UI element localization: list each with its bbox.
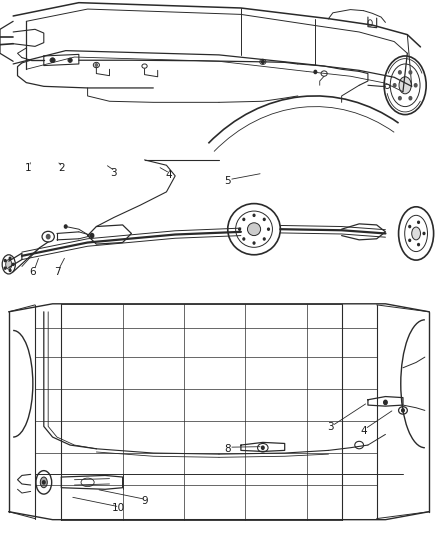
Circle shape [268, 228, 269, 230]
Text: 3: 3 [110, 168, 117, 177]
Circle shape [64, 225, 67, 228]
Circle shape [409, 225, 410, 228]
Circle shape [423, 232, 425, 235]
Circle shape [418, 221, 420, 223]
Circle shape [409, 239, 410, 241]
Circle shape [409, 71, 412, 74]
Circle shape [418, 244, 420, 246]
Circle shape [253, 242, 255, 244]
Circle shape [51, 58, 54, 62]
Text: 6: 6 [29, 267, 36, 277]
Text: 5: 5 [224, 176, 231, 186]
Text: 4: 4 [165, 170, 172, 180]
Circle shape [253, 214, 255, 216]
Circle shape [261, 60, 264, 63]
Text: 9: 9 [141, 496, 148, 506]
Text: 1: 1 [25, 164, 32, 173]
Text: 7: 7 [53, 267, 60, 277]
Circle shape [69, 59, 71, 62]
Circle shape [399, 71, 401, 74]
Ellipse shape [247, 223, 261, 236]
Circle shape [399, 96, 401, 100]
Circle shape [90, 233, 94, 238]
Circle shape [95, 64, 97, 66]
Circle shape [314, 70, 317, 74]
Circle shape [409, 96, 412, 100]
Text: 3: 3 [327, 423, 334, 432]
Circle shape [414, 84, 417, 87]
Circle shape [42, 481, 45, 484]
Circle shape [46, 235, 50, 239]
Text: 10: 10 [112, 504, 125, 513]
Circle shape [243, 219, 245, 221]
Circle shape [263, 219, 265, 221]
Circle shape [12, 263, 14, 265]
Circle shape [243, 238, 245, 240]
Ellipse shape [412, 227, 420, 240]
Ellipse shape [40, 477, 47, 488]
Text: 2: 2 [58, 164, 65, 173]
Circle shape [4, 267, 6, 269]
Circle shape [4, 260, 6, 262]
Circle shape [9, 257, 11, 260]
Circle shape [9, 269, 11, 271]
Circle shape [402, 409, 404, 412]
Ellipse shape [399, 77, 411, 94]
Text: 4: 4 [360, 426, 367, 435]
Text: 8: 8 [224, 444, 231, 454]
Circle shape [393, 84, 396, 87]
Circle shape [384, 400, 387, 405]
Ellipse shape [6, 260, 12, 269]
Circle shape [263, 238, 265, 240]
Circle shape [261, 446, 264, 449]
Circle shape [239, 228, 240, 230]
